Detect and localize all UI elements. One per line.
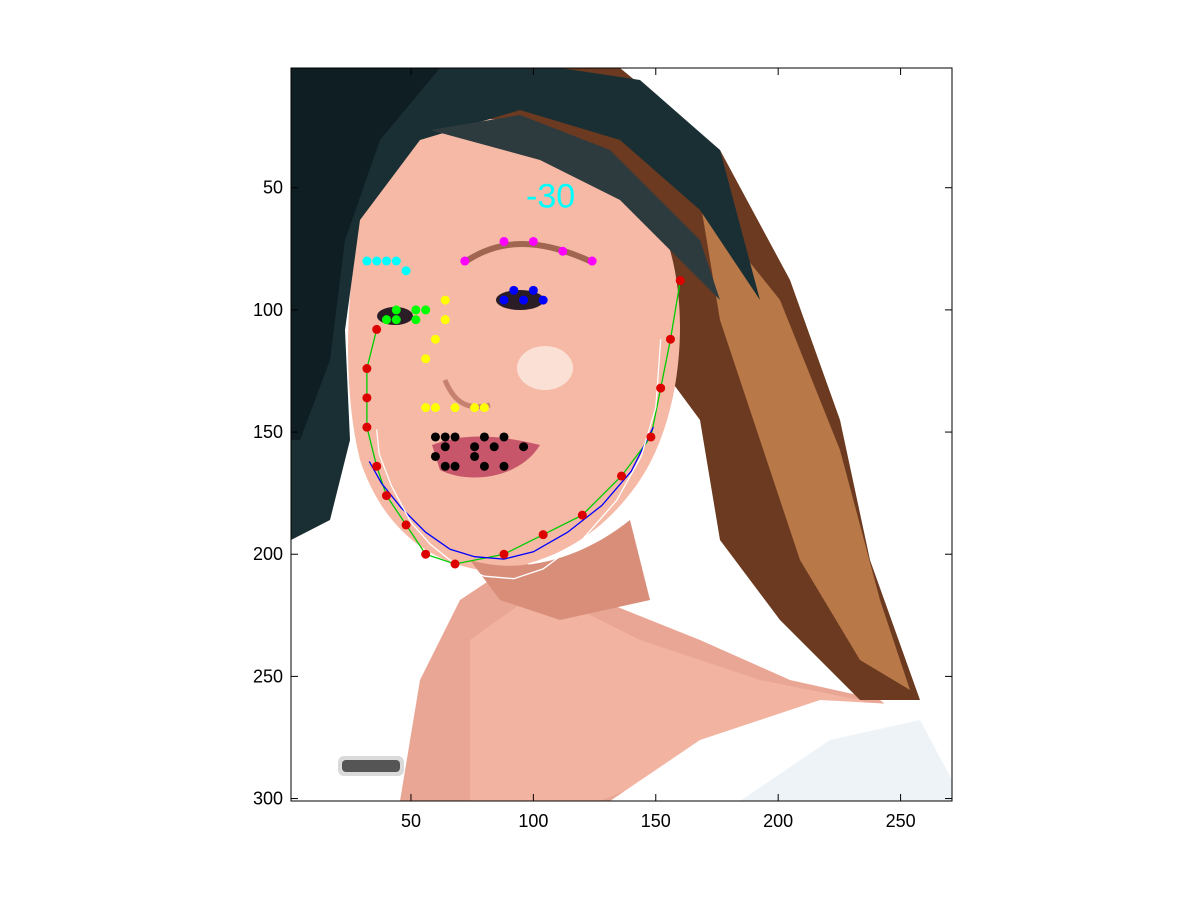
landmark-point bbox=[440, 461, 450, 471]
x-tick-label: 250 bbox=[886, 811, 916, 831]
points-layer bbox=[362, 236, 685, 569]
y-tick-label: 50 bbox=[263, 178, 283, 198]
landmark-point bbox=[391, 305, 401, 315]
x-tick-label: 50 bbox=[401, 811, 421, 831]
landmark-point bbox=[430, 451, 440, 461]
curve-1 bbox=[368, 426, 654, 560]
landmark-point bbox=[665, 334, 675, 344]
landmark-point bbox=[362, 256, 372, 266]
axes-frame bbox=[290, 67, 953, 802]
y-tick-label: 200 bbox=[253, 544, 283, 564]
landmark-point bbox=[411, 305, 421, 315]
landmark-point bbox=[421, 549, 431, 559]
landmark-point bbox=[450, 432, 460, 442]
landmark-point bbox=[646, 432, 656, 442]
landmark-point bbox=[558, 246, 568, 256]
landmark-point bbox=[499, 461, 509, 471]
landmark-point bbox=[499, 236, 509, 246]
landmark-point bbox=[509, 285, 519, 295]
y-tick-label: 150 bbox=[253, 422, 283, 442]
curve-2 bbox=[376, 339, 662, 580]
angle-annotation: -30 bbox=[526, 177, 575, 215]
landmark-point bbox=[372, 324, 382, 334]
y-tick-label: 300 bbox=[253, 789, 283, 809]
landmark-point bbox=[519, 295, 529, 305]
landmark-point bbox=[421, 403, 431, 413]
y-tick-label: 250 bbox=[253, 666, 283, 686]
landmark-point bbox=[440, 295, 450, 305]
landmark-point bbox=[362, 364, 372, 374]
landmark-point bbox=[372, 461, 382, 471]
x-tick-label: 100 bbox=[518, 811, 548, 831]
x-tick-label: 150 bbox=[641, 811, 671, 831]
landmark-point bbox=[381, 491, 391, 501]
landmark-point bbox=[528, 285, 538, 295]
landmark-point bbox=[362, 422, 372, 432]
landmark-point bbox=[421, 305, 431, 315]
landmark-point bbox=[538, 530, 548, 540]
landmark-point bbox=[470, 442, 480, 452]
landmark-point bbox=[372, 256, 382, 266]
landmark-point bbox=[450, 559, 460, 569]
landmark-point bbox=[489, 442, 499, 452]
landmark-point bbox=[499, 549, 509, 559]
landmark-point bbox=[499, 295, 509, 305]
portrait-image bbox=[291, 68, 952, 801]
landmark-point bbox=[519, 442, 529, 452]
y-tick-label: 100 bbox=[253, 300, 283, 320]
x-tick-label: 200 bbox=[763, 811, 793, 831]
landmark-point bbox=[381, 256, 391, 266]
landmark-point bbox=[450, 461, 460, 471]
landmark-point bbox=[381, 315, 391, 325]
landmark-point bbox=[440, 315, 450, 325]
landmark-point bbox=[587, 256, 597, 266]
landmark-point bbox=[440, 442, 450, 452]
landmark-point bbox=[577, 510, 587, 520]
landmark-point bbox=[391, 256, 401, 266]
ticks-layer: 50 100 150 200 250 50 100 150 200 250 300 bbox=[253, 68, 952, 831]
landmark-point bbox=[479, 403, 489, 413]
landmark-point bbox=[450, 403, 460, 413]
landmark-point bbox=[411, 315, 421, 325]
landmark-point bbox=[430, 403, 440, 413]
landmark-point bbox=[479, 432, 489, 442]
landmark-point bbox=[656, 383, 666, 393]
landmark-point bbox=[528, 236, 538, 246]
landmark-point bbox=[362, 393, 372, 403]
landmark-point bbox=[675, 276, 685, 286]
landmark-point bbox=[421, 354, 431, 364]
landmark-point bbox=[430, 334, 440, 344]
landmark-point bbox=[470, 451, 480, 461]
landmark-point bbox=[470, 403, 480, 413]
landmark-point bbox=[440, 432, 450, 442]
landmark-point bbox=[401, 520, 411, 530]
landmark-point bbox=[401, 266, 411, 276]
landmark-point bbox=[430, 432, 440, 442]
landmark-point bbox=[479, 461, 489, 471]
landmark-point bbox=[460, 256, 470, 266]
landmark-point bbox=[499, 432, 509, 442]
landmark-point bbox=[617, 471, 626, 481]
landmark-point bbox=[391, 315, 401, 325]
landmark-point bbox=[538, 295, 548, 305]
